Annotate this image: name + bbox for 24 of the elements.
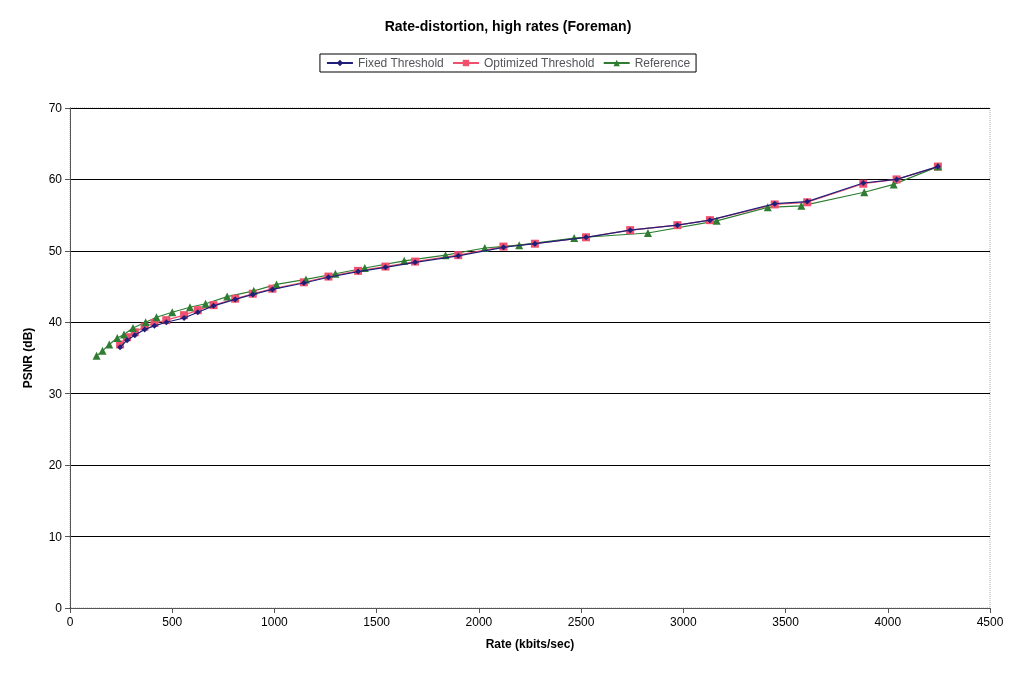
- legend-label: Fixed Threshold: [357, 56, 444, 70]
- x-tick-label: 1500: [363, 615, 391, 629]
- x-tick-label: 2000: [465, 615, 493, 629]
- x-tick-label: 3000: [669, 615, 697, 629]
- x-tick-label: 2500: [567, 615, 595, 629]
- y-tick-label: 60: [48, 172, 63, 187]
- legend-label: Optimized Threshold: [483, 56, 595, 70]
- x-tick-label: 500: [162, 615, 183, 629]
- x-tick-label: 4000: [874, 615, 902, 629]
- x-axis-title: Rate (kbits/sec): [485, 637, 575, 651]
- x-tick-label: 0: [66, 615, 74, 629]
- y-tick-label: 70: [48, 101, 63, 115]
- y-tick-label: 0: [55, 601, 63, 615]
- y-tick-label: 50: [48, 243, 63, 258]
- x-tick-label: 1000: [261, 615, 289, 629]
- y-tick-label: 30: [48, 386, 63, 401]
- y-tick-label: 20: [48, 458, 63, 473]
- legend-label: Reference: [634, 56, 691, 70]
- y-tick-label: 40: [48, 315, 63, 330]
- x-tick-label: 3500: [772, 615, 800, 629]
- chart-title: Rate-distortion, high rates (Foreman): [384, 18, 632, 34]
- y-axis-title: PSNR (dB): [21, 327, 35, 389]
- x-tick-label: 4500: [976, 615, 1004, 629]
- y-tick-label: 10: [48, 529, 63, 544]
